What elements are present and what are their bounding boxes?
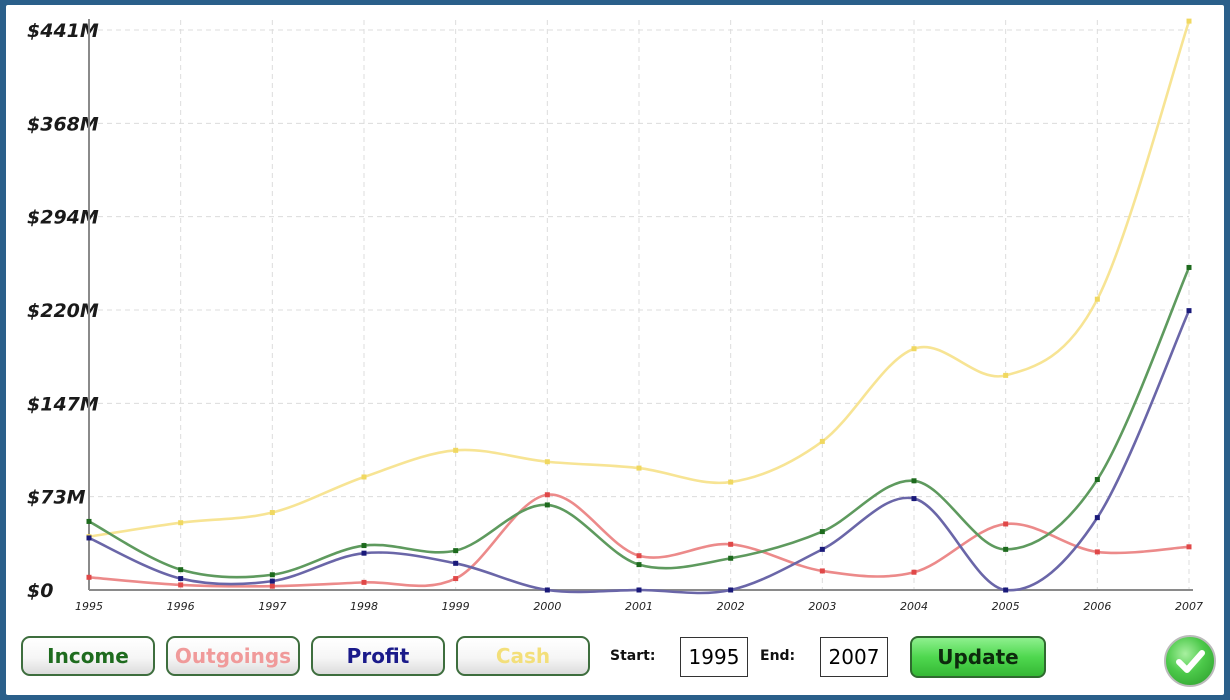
income-data-point	[728, 555, 734, 561]
profit-data-point	[269, 578, 275, 584]
start-year-input[interactable]	[680, 637, 748, 677]
income-data-point	[544, 502, 550, 508]
y-tick-label: $441M	[27, 20, 99, 42]
update-label: Update	[937, 645, 1019, 669]
profit-data-point	[819, 546, 825, 552]
cash-data-point	[1186, 18, 1192, 24]
profit-data-point	[728, 587, 734, 593]
cash-label: Cash	[495, 644, 551, 668]
profit-toggle-button[interactable]: Profit	[311, 636, 445, 676]
y-tick-label: $0	[27, 580, 53, 602]
cash-data-point	[269, 510, 275, 516]
income-data-point	[86, 518, 92, 524]
outgoings-label: Outgoings	[174, 644, 292, 668]
profit-data-point	[544, 587, 550, 593]
outgoings-data-point	[1094, 549, 1100, 555]
outgoings-data-point	[636, 553, 642, 559]
cash-series-line	[88, 20, 1191, 538]
cash-data-point	[453, 447, 459, 453]
income-data-point	[269, 572, 275, 578]
outgoings-data-point	[728, 541, 734, 547]
income-data-point	[911, 478, 917, 484]
chart-grid	[88, 20, 1190, 591]
income-label: Income	[47, 644, 129, 668]
outgoings-data-point	[269, 583, 275, 589]
income-data-point	[1003, 546, 1009, 552]
profit-data-point	[453, 560, 459, 566]
y-tick-label: $147M	[27, 393, 99, 415]
outgoings-data-point	[911, 569, 917, 575]
outgoings-data-point	[361, 579, 367, 585]
x-tick-label: 2000	[533, 600, 561, 613]
y-tick-label: $220M	[27, 300, 99, 322]
outgoings-toggle-button[interactable]: Outgoings	[166, 636, 300, 676]
line-chart: $0 $73M $147M $220M $294M $368M $441M 1995 1996…	[27, 18, 1203, 613]
update-button[interactable]: Update	[910, 636, 1046, 678]
outgoings-data-point	[544, 492, 550, 498]
profit-data-point	[1094, 515, 1100, 521]
cash-data-point	[1094, 296, 1100, 302]
cash-data-point	[361, 474, 367, 480]
outgoings-data-point	[178, 582, 184, 588]
profit-data-point	[361, 550, 367, 556]
end-year-input[interactable]	[820, 637, 888, 677]
profit-data-point	[86, 535, 92, 541]
cash-data-point	[728, 479, 734, 485]
y-tick-label: $368M	[27, 113, 99, 135]
income-data-point	[1094, 477, 1100, 483]
cash-data-point	[544, 459, 550, 465]
x-tick-label: 2001	[625, 600, 653, 613]
outgoings-data-point	[1003, 521, 1009, 527]
income-data-point	[178, 567, 184, 573]
profit-data-point	[1186, 308, 1192, 314]
income-data-point	[636, 562, 642, 568]
x-tick-label: 2005	[992, 600, 1020, 613]
x-tick-label: 2002	[717, 600, 745, 613]
x-tick-label: 1995	[75, 600, 103, 613]
cash-data-point	[178, 520, 184, 526]
profit-data-point	[1003, 587, 1009, 593]
chart-window: $0 $73M $147M $220M $294M $368M $441M 1995 1996…	[6, 5, 1224, 695]
y-axis: $0 $73M $147M $220M $294M $368M $441M	[27, 19, 99, 602]
income-toggle-button[interactable]: Income	[21, 636, 155, 676]
cash-toggle-button[interactable]: Cash	[456, 636, 590, 676]
control-bar: Income Outgoings Profit Cash Start: End:…	[6, 633, 1224, 695]
x-tick-label: 1998	[350, 600, 378, 613]
profit-data-point	[178, 576, 184, 582]
cash-data-point	[636, 465, 642, 471]
income-data-point	[819, 529, 825, 535]
profit-series-line	[88, 310, 1191, 595]
profit-label: Profit	[346, 644, 410, 668]
x-tick-label: 2006	[1083, 600, 1111, 613]
income-data-point	[453, 548, 459, 554]
outgoings-data-point	[453, 576, 459, 582]
confirm-button[interactable]	[1164, 635, 1216, 687]
x-tick-label: 1996	[167, 600, 195, 613]
income-data-point	[1186, 264, 1192, 270]
income-series-line	[88, 266, 1191, 579]
end-label: End:	[760, 648, 796, 664]
x-tick-label: 1999	[442, 600, 470, 613]
x-tick-label: 2007	[1175, 600, 1203, 613]
chart-series	[86, 18, 1192, 595]
profit-data-point	[636, 587, 642, 593]
x-tick-label: 2003	[808, 600, 836, 613]
cash-data-point	[819, 438, 825, 444]
profit-data-point	[911, 496, 917, 502]
outgoings-data-point	[1186, 544, 1192, 550]
x-tick-label: 1997	[258, 600, 286, 613]
income-data-point	[361, 543, 367, 549]
start-label: Start:	[610, 648, 656, 664]
x-axis: 1995 1996 1997 1998 1999 2000 2001 2002 2003 2004…	[75, 589, 1203, 613]
outgoings-data-point	[819, 568, 825, 574]
y-tick-label: $294M	[27, 207, 99, 229]
x-tick-label: 2004	[900, 600, 928, 613]
checkmark-icon	[1176, 650, 1205, 673]
y-tick-label: $73M	[27, 487, 86, 509]
cash-data-point	[1003, 372, 1009, 378]
cash-data-point	[911, 346, 917, 352]
outgoings-data-point	[86, 574, 92, 580]
